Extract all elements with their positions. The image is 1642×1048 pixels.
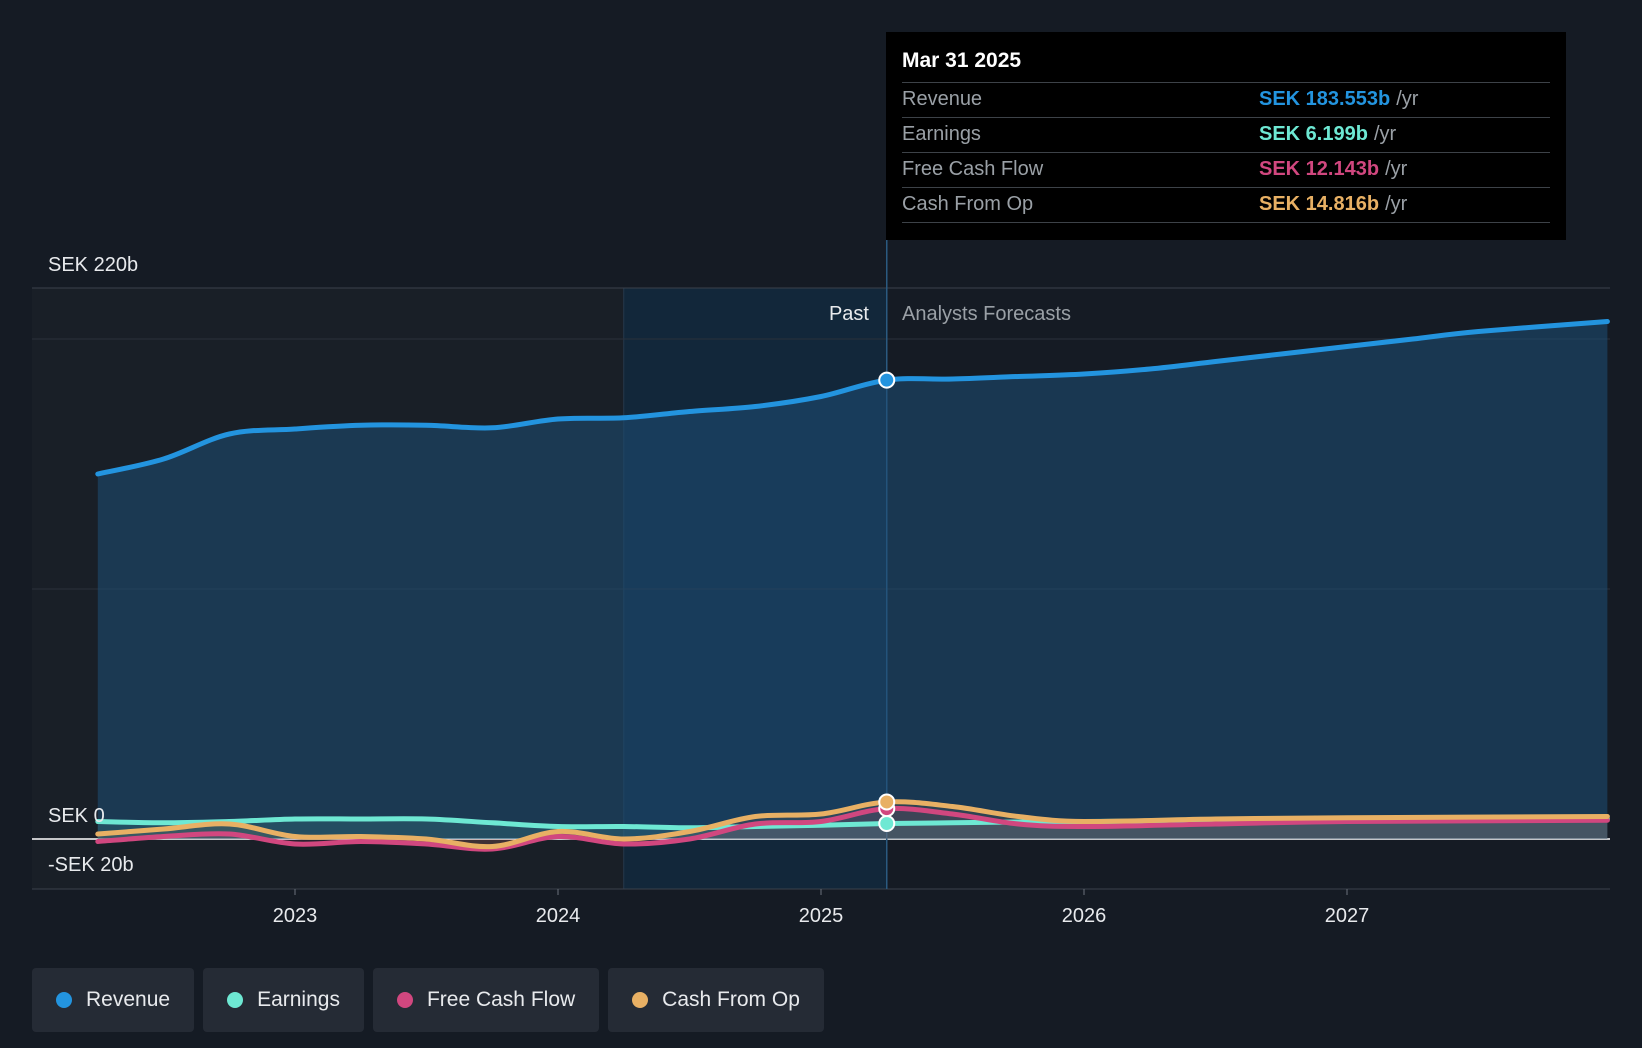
- legend-label: Revenue: [86, 988, 171, 1011]
- free-cash-flow-dot-icon: [396, 992, 413, 1008]
- data-tooltip: Mar 31 2025 Revenue SEK 183.553b /yr Ear…: [886, 32, 1566, 240]
- tooltip-unit: /yr: [1385, 158, 1408, 180]
- revenue-marker: [878, 371, 896, 389]
- free-cash-flow-area: [97, 808, 1608, 850]
- tooltip-unit: /yr: [1385, 193, 1408, 215]
- legend-label: Cash From Op: [662, 988, 800, 1011]
- cash-from-op-marker: [878, 793, 896, 811]
- revenue-line: [95, 319, 1610, 477]
- forecast-label: Analysts Forecasts: [902, 303, 1071, 325]
- past-label: Past: [829, 303, 869, 325]
- tooltip-name: Earnings: [902, 123, 981, 145]
- tooltip-value: SEK 14.816b: [1259, 193, 1380, 215]
- tooltip-value: SEK 183.553b: [1259, 88, 1391, 110]
- y-axis-label-top: SEK 220b: [48, 254, 138, 276]
- legend-item-free-cash-flow[interactable]: Free Cash Flow: [372, 968, 600, 1032]
- x-tick-label: 2026: [1062, 905, 1107, 927]
- legend-item-earnings[interactable]: Earnings: [203, 968, 364, 1032]
- x-tick-label: 2025: [799, 905, 844, 927]
- earnings-marker: [878, 815, 896, 833]
- tooltip-unit: /yr: [1373, 123, 1397, 145]
- legend-item-revenue[interactable]: Revenue: [32, 968, 195, 1032]
- y-axis-label-bottom: -SEK 20b: [48, 854, 134, 876]
- tooltip-row-cash-from-op: Cash From Op SEK 14.816b /yr: [902, 187, 1550, 223]
- cash-from-op-line: [95, 799, 1610, 850]
- legend-item-cash-from-op[interactable]: Cash From Op: [608, 968, 824, 1032]
- x-tick-label: 2023: [273, 905, 318, 927]
- free-cash-flow-line: [95, 805, 1610, 852]
- tooltip-name: Revenue: [902, 88, 983, 110]
- tooltip-value: SEK 6.199b: [1259, 123, 1368, 145]
- legend-label: Earnings: [257, 988, 340, 1011]
- y-axis-label-zero: SEK 0: [48, 805, 105, 827]
- tooltip-row-free-cash-flow: Free Cash Flow SEK 12.143b /yr: [902, 152, 1550, 187]
- chart-legend: Revenue Earnings Free Cash Flow Cash Fro…: [32, 968, 824, 1032]
- tooltip-unit: /yr: [1396, 88, 1419, 110]
- revenue-area: [97, 321, 1608, 839]
- tooltip-value: SEK 12.143b: [1259, 158, 1380, 180]
- earnings-dot-icon: [227, 992, 244, 1008]
- x-tick-label: 2024: [536, 905, 581, 927]
- legend-label: Free Cash Flow: [426, 988, 576, 1011]
- tooltip-name: Free Cash Flow: [902, 158, 1044, 180]
- revenue-dot-icon: [56, 992, 72, 1008]
- tooltip-name: Cash From Op: [902, 193, 1034, 215]
- cash-from-op-dot-icon: [632, 992, 649, 1008]
- tooltip-row-revenue: Revenue SEK 183.553b /yr: [902, 82, 1550, 117]
- x-tick-label: 2027: [1325, 905, 1370, 927]
- tooltip-date: Mar 31 2025: [902, 49, 1022, 72]
- tooltip-row-earnings: Earnings SEK 6.199b /yr: [902, 117, 1550, 152]
